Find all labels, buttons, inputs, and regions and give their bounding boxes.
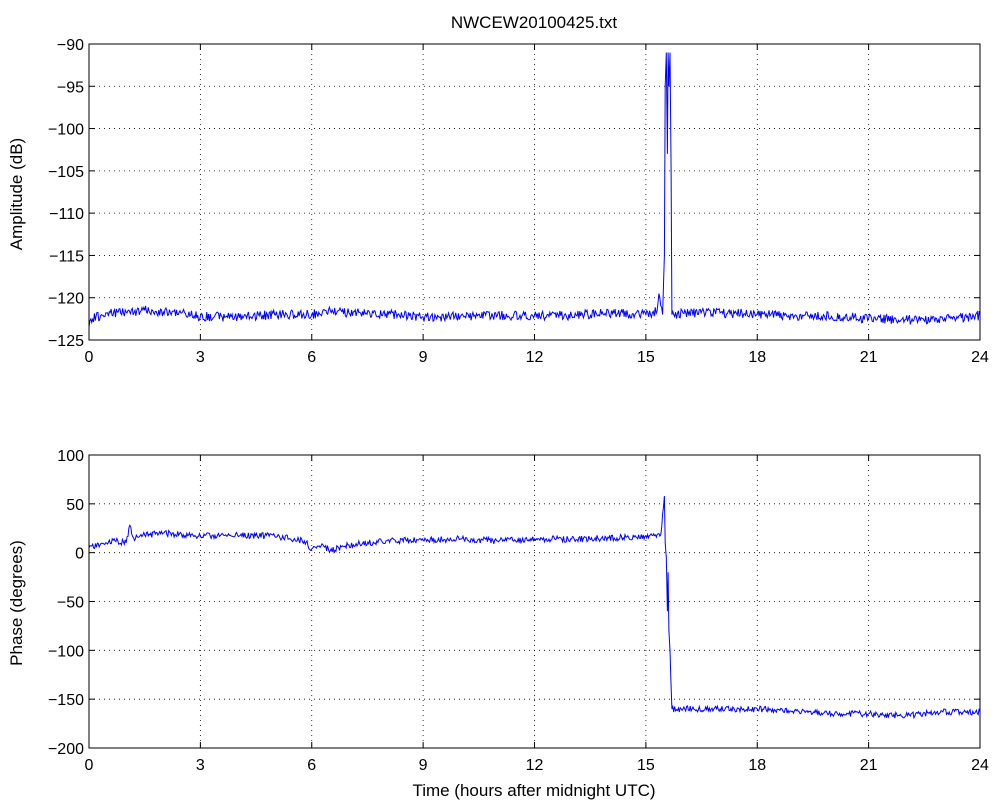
amplitude-xtick-label: 18 [748, 349, 766, 366]
amplitude-ytick-label: −100 [48, 122, 84, 139]
amplitude-xtick-label: 6 [307, 349, 316, 366]
amplitude-xtick-label: 24 [971, 349, 989, 366]
amplitude-plot: 0 3 6 9 12 15 18 21 24 −125 −120 −115 −110 −105 −100 −9… [7, 37, 989, 366]
phase-ytick-label: 100 [57, 448, 84, 465]
amplitude-xtick-label: 12 [526, 349, 544, 366]
amplitude-xtick-label: 0 [85, 349, 94, 366]
amplitude-ylabel: Amplitude (dB) [7, 138, 26, 250]
amplitude-xtick-label: 9 [419, 349, 428, 366]
phase-ylabel: Phase (degrees) [7, 540, 26, 666]
phase-ticks: 0 3 6 9 12 15 18 21 24 −200 −150 −100 −50 0 50 100 [48, 448, 989, 774]
amplitude-axes-frame [88, 43, 981, 341]
phase-xtick-label: 12 [526, 757, 544, 774]
phase-xtick-label: 24 [971, 757, 989, 774]
phase-ytick-label: −200 [48, 741, 84, 758]
phase-xtick-label: 18 [748, 757, 766, 774]
amplitude-ticks: 0 3 6 9 12 15 18 21 24 −125 −120 −115 −110 −105 −100 −9… [48, 37, 989, 366]
phase-axes-frame [88, 454, 981, 749]
amplitude-xtick-label: 21 [860, 349, 878, 366]
phase-ytick-label: −50 [57, 595, 84, 612]
amplitude-ytick-label: −95 [57, 79, 84, 96]
phase-series [88, 495, 981, 720]
phase-xtick-label: 3 [196, 757, 205, 774]
amplitude-ytick-label: −110 [49, 206, 84, 223]
phase-grid [89, 455, 980, 748]
phase-xtick-label: 9 [419, 757, 428, 774]
phase-ytick-label: 50 [66, 497, 84, 514]
amplitude-series [88, 52, 981, 328]
phase-xlabel: Time (hours after midnight UTC) [412, 781, 655, 800]
figure-title: NWCEW20100425.txt [451, 13, 618, 32]
phase-plot: 0 3 6 9 12 15 18 21 24 −200 −150 −100 −50 0 50 100 Phas… [7, 448, 989, 800]
phase-xtick-label: 6 [307, 757, 316, 774]
amplitude-xtick-label: 3 [196, 349, 205, 366]
amplitude-ytick-label: −125 [48, 333, 84, 350]
amplitude-xtick-label: 15 [637, 349, 655, 366]
phase-ytick-label: 0 [75, 546, 84, 563]
phase-xtick-label: 21 [860, 757, 878, 774]
phase-series-line-0 [88, 495, 981, 720]
phase-xtick-label: 15 [637, 757, 655, 774]
amplitude-ytick-label: −105 [48, 164, 84, 181]
amplitude-ytick-label: −90 [57, 37, 84, 54]
amplitude-series-line-0 [88, 52, 981, 328]
phase-ytick-label: −150 [48, 692, 84, 709]
amplitude-grid [89, 44, 980, 340]
amplitude-ytick-label: −115 [49, 248, 84, 265]
amplitude-ytick-label: −120 [48, 291, 84, 308]
phase-xtick-label: 0 [85, 757, 94, 774]
phase-ytick-label: −100 [48, 643, 84, 660]
